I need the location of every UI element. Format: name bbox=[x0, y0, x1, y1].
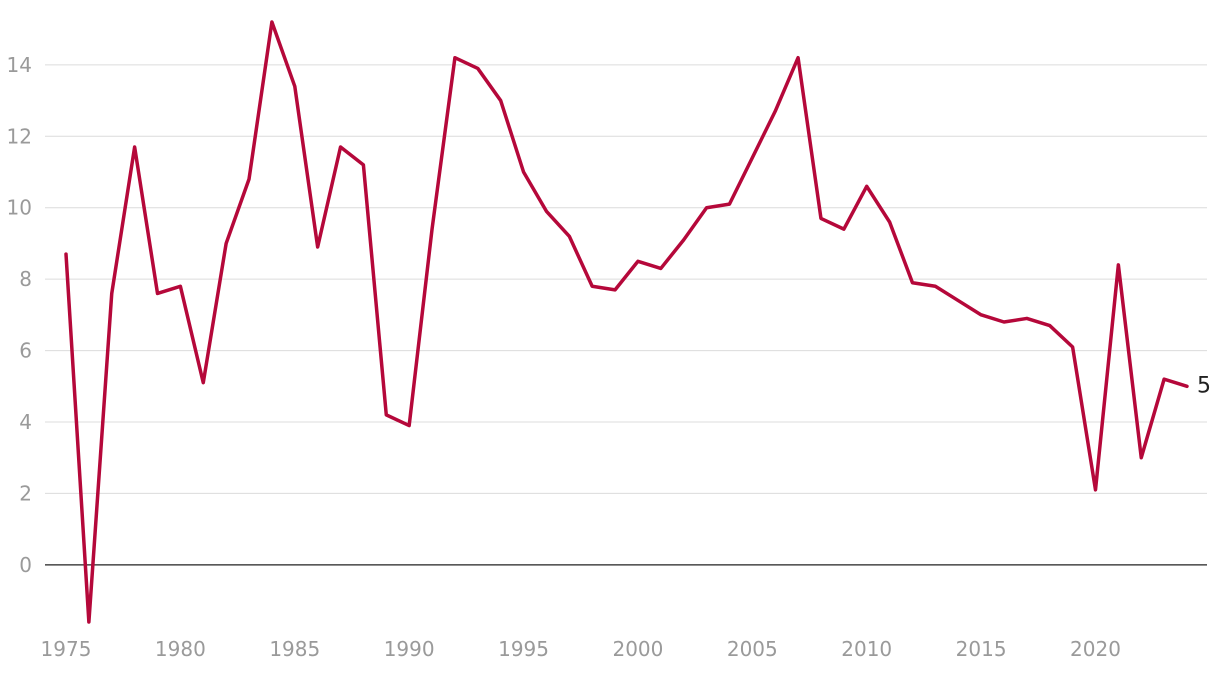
x-tick-label: 2005 bbox=[727, 637, 778, 661]
data-point-1987 bbox=[339, 145, 343, 149]
series-group bbox=[64, 20, 1189, 624]
data-point-1983 bbox=[247, 177, 251, 181]
data-point-2000 bbox=[636, 259, 640, 263]
data-point-2023 bbox=[1162, 377, 1166, 381]
data-point-2021 bbox=[1116, 263, 1120, 267]
data-point-2011 bbox=[888, 220, 892, 224]
series-line bbox=[64, 20, 1189, 624]
x-axis: 1975 1980 1985 1990 1995 2000 2005 2010 2015 2020 bbox=[41, 637, 1121, 661]
y-tick-label: 4 bbox=[19, 410, 32, 434]
y-tick-label: 6 bbox=[19, 339, 32, 363]
data-point-2001 bbox=[659, 266, 663, 270]
data-point-1982 bbox=[224, 241, 228, 245]
data-point-1992 bbox=[453, 56, 457, 60]
data-point-1999 bbox=[613, 288, 617, 292]
data-point-2008 bbox=[819, 216, 823, 220]
y-axis: 0 2 4 6 8 10 12 14 bbox=[7, 53, 32, 577]
data-point-1984 bbox=[270, 20, 274, 24]
data-point-2015 bbox=[979, 313, 983, 317]
data-point-1977 bbox=[110, 291, 114, 295]
y-tick-label: 2 bbox=[19, 481, 32, 505]
data-point-1975 bbox=[64, 252, 68, 256]
x-tick-label: 2020 bbox=[1070, 637, 1121, 661]
x-tick-label: 1990 bbox=[384, 637, 435, 661]
x-tick-label: 1975 bbox=[41, 637, 92, 661]
data-point-2003 bbox=[705, 206, 709, 210]
data-point-2019 bbox=[1071, 345, 1075, 349]
data-point-1979 bbox=[156, 291, 160, 295]
data-point-1976 bbox=[87, 620, 91, 624]
x-tick-label: 1980 bbox=[155, 637, 206, 661]
data-point-1981 bbox=[201, 381, 205, 385]
data-point-1988 bbox=[361, 163, 365, 167]
data-point-2010 bbox=[865, 184, 869, 188]
data-point-1990 bbox=[407, 424, 411, 428]
y-tick-label: 14 bbox=[7, 53, 32, 77]
x-tick-label: 1995 bbox=[498, 637, 549, 661]
data-point-2013 bbox=[933, 284, 937, 288]
data-point-1985 bbox=[293, 84, 297, 88]
data-point-2006 bbox=[773, 109, 777, 113]
data-point-2007 bbox=[796, 56, 800, 60]
data-point-1993 bbox=[476, 66, 480, 70]
y-tick-label: 10 bbox=[7, 196, 32, 220]
data-point-2017 bbox=[1025, 316, 1029, 320]
data-point-1989 bbox=[384, 413, 388, 417]
data-point-1980 bbox=[178, 284, 182, 288]
x-tick-label: 2015 bbox=[956, 637, 1007, 661]
x-tick-label: 1985 bbox=[269, 637, 320, 661]
y-tick-label: 12 bbox=[7, 124, 32, 148]
data-point-2024 bbox=[1185, 384, 1189, 388]
y-tick-label: 0 bbox=[19, 553, 32, 577]
x-tick-label: 2000 bbox=[612, 637, 663, 661]
data-point-2014 bbox=[956, 299, 960, 303]
data-point-2018 bbox=[1048, 324, 1052, 328]
data-point-2022 bbox=[1139, 456, 1143, 460]
data-point-1991 bbox=[430, 227, 434, 231]
data-point-2016 bbox=[1002, 320, 1006, 324]
data-point-2004 bbox=[727, 202, 731, 206]
data-point-1996 bbox=[544, 209, 548, 213]
data-point-1998 bbox=[590, 284, 594, 288]
data-point-1995 bbox=[522, 170, 526, 174]
data-point-2005 bbox=[750, 156, 754, 160]
data-point-2002 bbox=[682, 238, 686, 242]
data-point-1997 bbox=[567, 234, 571, 238]
data-point-1994 bbox=[499, 99, 503, 103]
data-point-2009 bbox=[842, 227, 846, 231]
data-point-2012 bbox=[910, 281, 914, 285]
data-point-1986 bbox=[316, 245, 320, 249]
end-value-label: 5 bbox=[1197, 373, 1211, 398]
x-tick-label: 2010 bbox=[841, 637, 892, 661]
data-point-1978 bbox=[133, 145, 137, 149]
y-tick-label: 8 bbox=[19, 267, 32, 291]
data-point-2020 bbox=[1093, 488, 1097, 492]
